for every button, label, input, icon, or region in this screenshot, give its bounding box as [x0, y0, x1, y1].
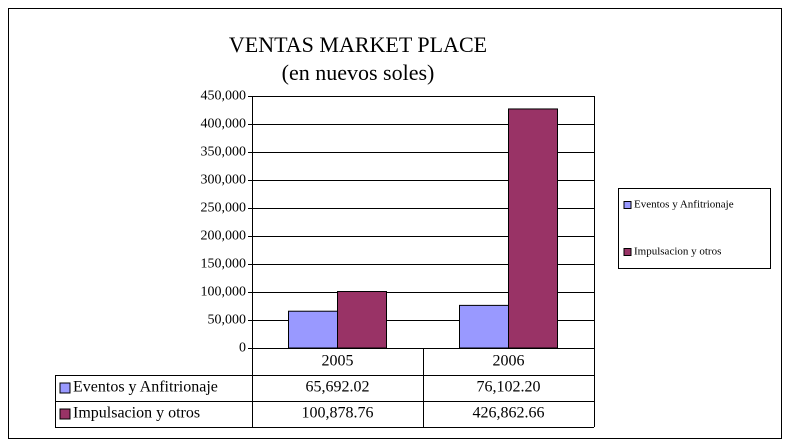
table-value: 76,102.20 [477, 379, 541, 396]
chart-subtitle: (en nuevos soles) [282, 60, 435, 85]
legend-key [623, 248, 632, 256]
table-key [59, 408, 71, 420]
table-row-label: Impulsacion y otros [73, 405, 200, 422]
bar [508, 108, 558, 349]
y-tick-label: 250,000 [201, 201, 247, 216]
legend-box [618, 188, 771, 269]
y-tick-label: 100,000 [201, 285, 247, 300]
bar [459, 304, 509, 349]
y-tick-label: 400,000 [201, 117, 247, 132]
bar [288, 310, 338, 349]
legend-label: Impulsacion y otros [634, 246, 721, 258]
y-tick-label: 50,000 [208, 313, 247, 328]
legend-label: Eventos y Anfitrionaje [634, 199, 734, 211]
legend-key [623, 201, 632, 209]
chart-title: VENTAS MARKET PLACE [229, 32, 487, 57]
y-tick-label: 350,000 [201, 145, 247, 160]
y-tick-label: 300,000 [201, 173, 247, 188]
bar [337, 291, 387, 349]
table-row-label: Eventos y Anfitrionaje [73, 379, 218, 396]
table-key [59, 382, 71, 394]
y-tick-label: 450,000 [201, 89, 247, 104]
table-value: 100,878.76 [302, 405, 374, 422]
table-value: 426,862.66 [473, 405, 545, 422]
table-value: 65,692.02 [306, 379, 370, 396]
y-tick-label: 200,000 [201, 229, 247, 244]
y-tick-label: 150,000 [201, 257, 247, 272]
x-tick-label: 2005 [322, 353, 354, 370]
x-tick-label: 2006 [493, 353, 525, 370]
y-tick-label: 0 [239, 341, 246, 356]
